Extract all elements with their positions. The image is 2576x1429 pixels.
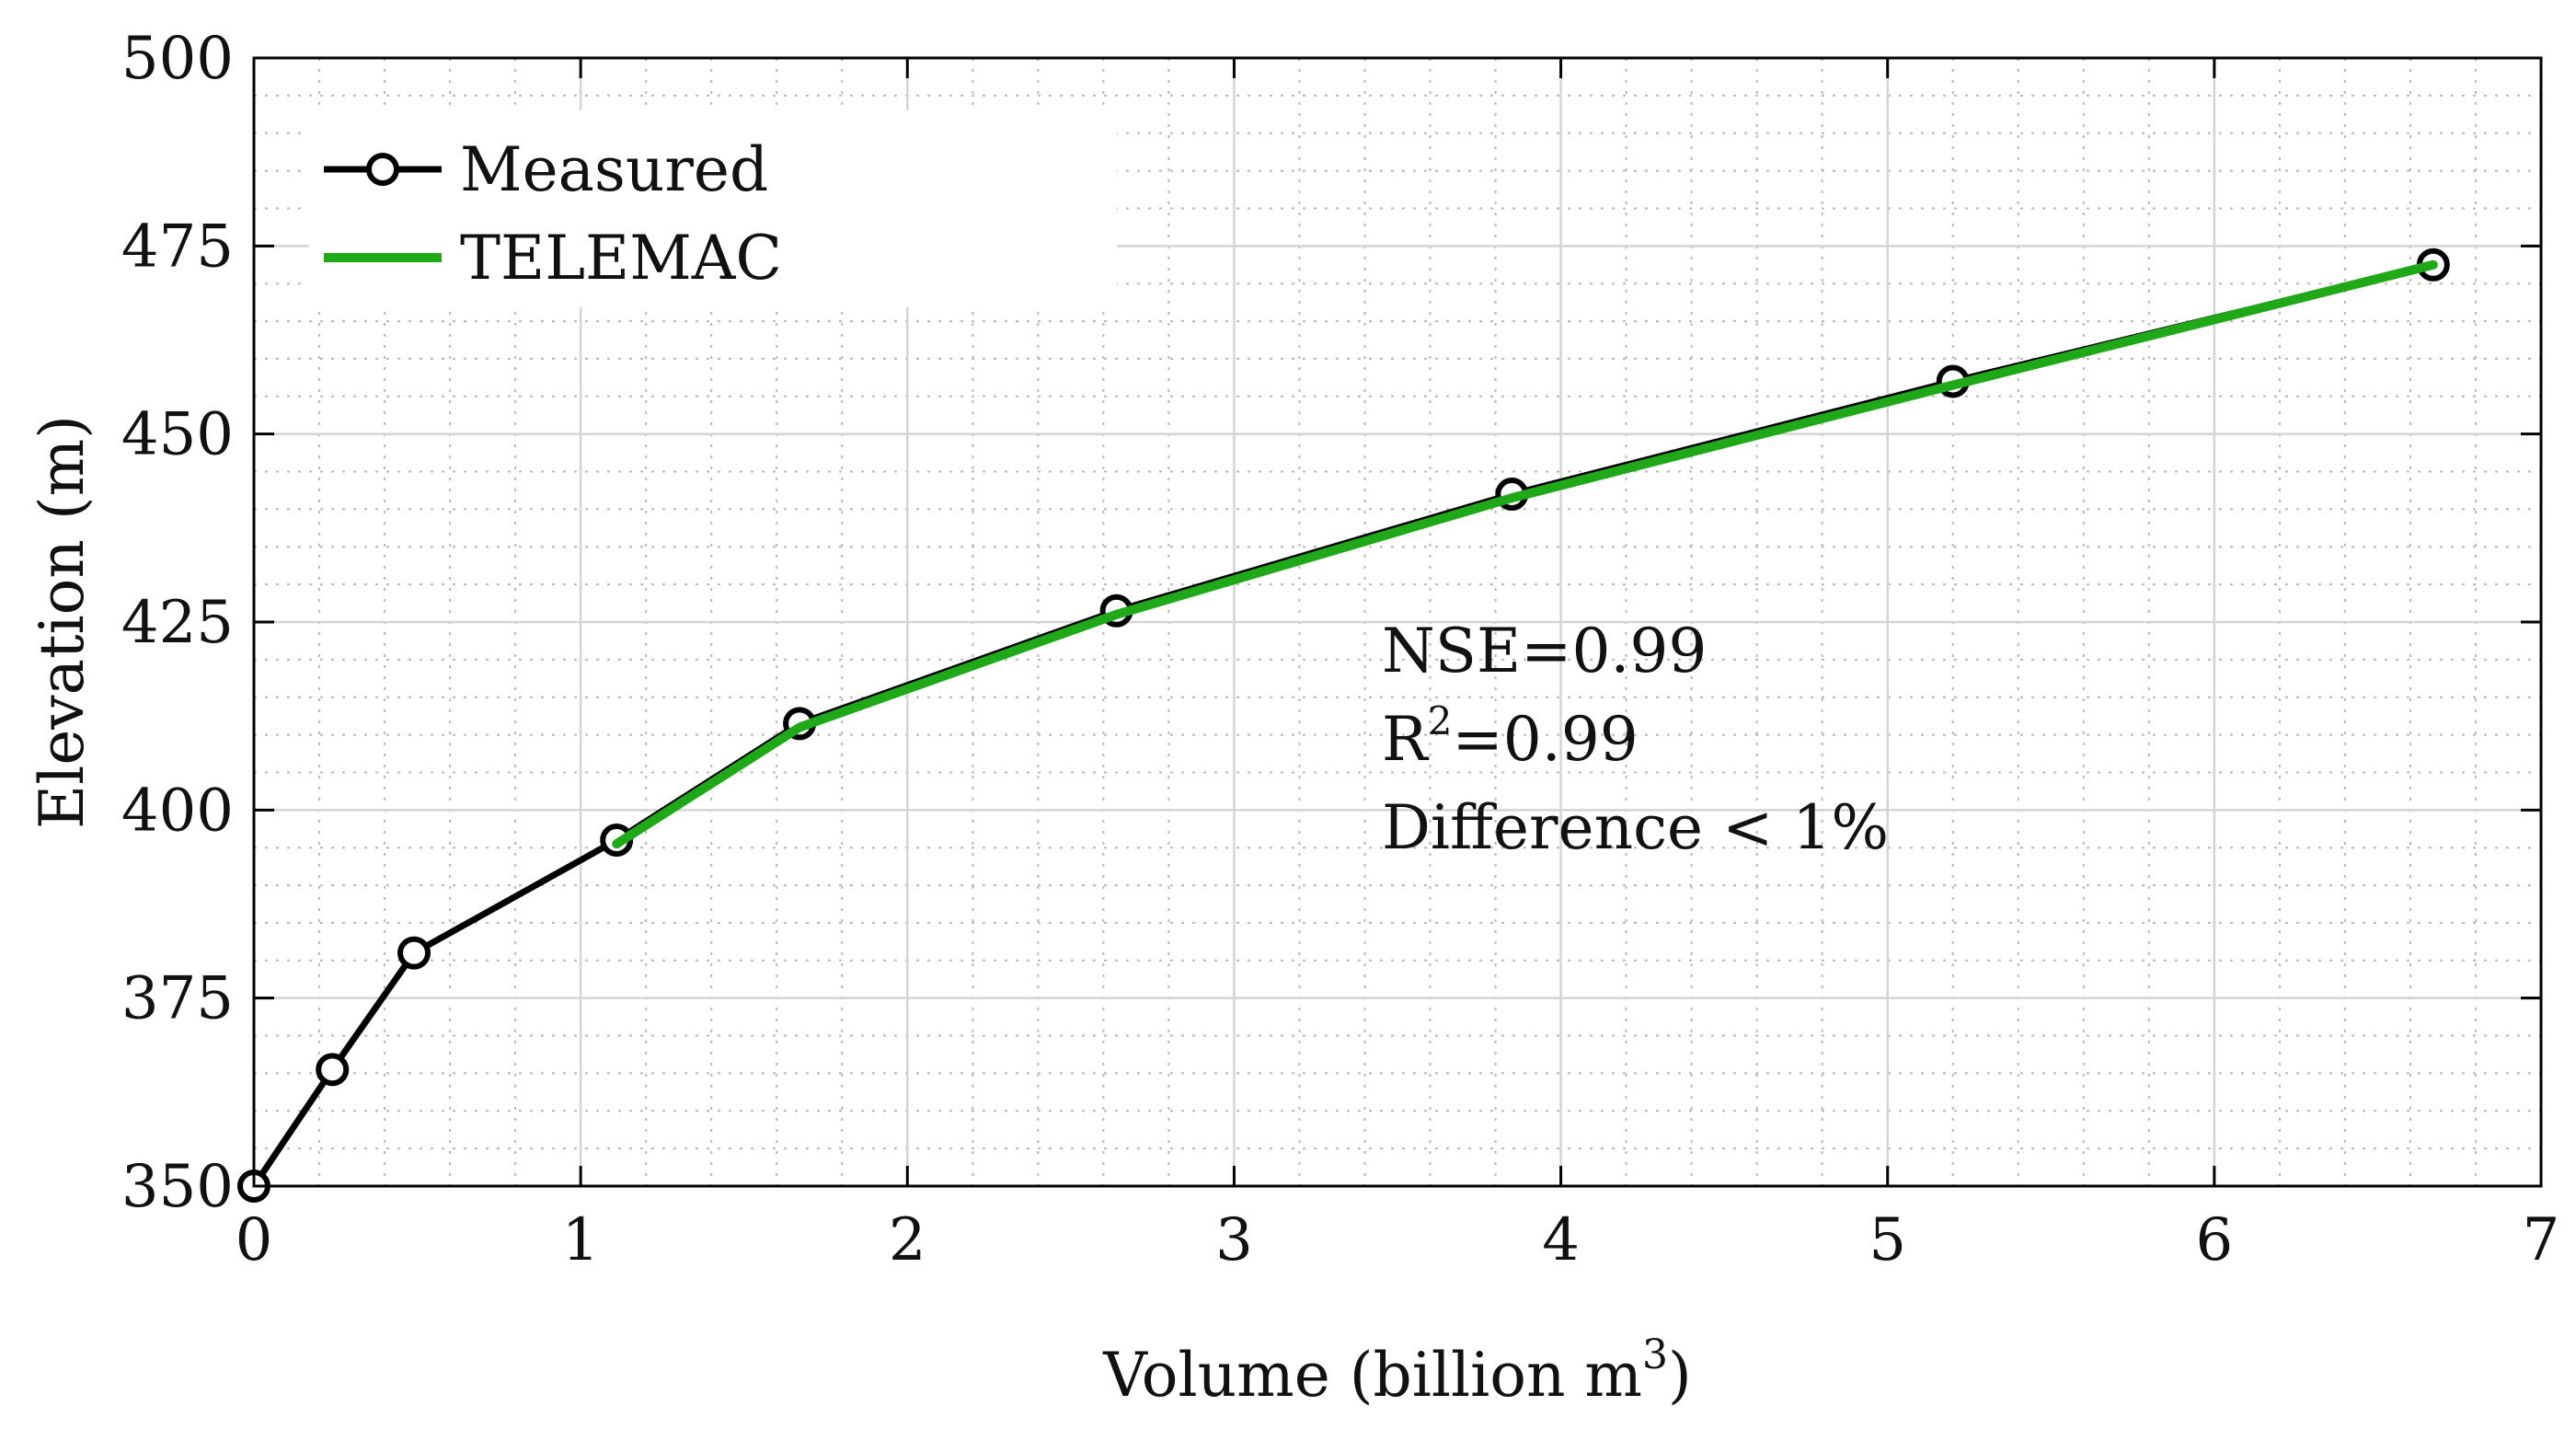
- x-tick-labels: 0 1 2 3 4 5 6 7: [236, 1206, 2560, 1274]
- legend-label-measured: Measured: [460, 134, 768, 205]
- x-tick-label: 1: [562, 1206, 600, 1274]
- legend-box: [309, 110, 1117, 307]
- annotation-difference: Difference < 1%: [1382, 792, 1889, 863]
- x-axis-title-end: ): [1668, 1340, 1692, 1411]
- x-tick-label: 7: [2523, 1206, 2560, 1274]
- x-tick-label: 4: [1542, 1206, 1580, 1274]
- y-tick-label: 500: [121, 25, 234, 93]
- x-tick-label: 6: [2195, 1206, 2233, 1274]
- series-line-telemac: [612, 259, 2438, 849]
- data-point-measured: [316, 1053, 350, 1087]
- axis-ticks: [252, 56, 2543, 1188]
- annotation-r2: R2=0.99: [1382, 698, 1639, 775]
- annotation-r2-base: R: [1382, 704, 1430, 775]
- annotation-r2-sup: 2: [1428, 698, 1453, 743]
- legend: Measured TELEMAC: [309, 110, 1117, 307]
- y-tick-label: 375: [121, 965, 234, 1033]
- y-tick-label: 450: [121, 401, 234, 469]
- x-axis-title-text: Volume (billion m: [1102, 1340, 1642, 1411]
- x-axis-title: Volume (billion m3): [1102, 1331, 1692, 1411]
- annotation: NSE=0.99 R2=0.99 Difference < 1%: [1382, 616, 1889, 863]
- legend-measured-marker: [366, 153, 399, 186]
- x-tick-label: 3: [1215, 1206, 1253, 1274]
- y-tick-labels: 350 375 400 425 450 475 500: [121, 25, 234, 1221]
- data-point-measured: [397, 936, 431, 970]
- y-tick-label: 475: [121, 213, 234, 281]
- legend-label-telemac: TELEMAC: [460, 223, 782, 294]
- series-layer: [237, 248, 2450, 1203]
- y-tick-label: 350: [121, 1153, 234, 1221]
- y-tick-label: 400: [121, 777, 234, 845]
- annotation-nse: NSE=0.99: [1382, 616, 1707, 686]
- x-axis-title-sup: 3: [1642, 1331, 1668, 1378]
- annotation-r2-value: =0.99: [1452, 704, 1638, 775]
- x-tick-label: 0: [236, 1206, 273, 1274]
- y-tick-label: 425: [121, 589, 234, 657]
- x-tick-label: 5: [1869, 1206, 1906, 1274]
- x-tick-label: 2: [889, 1206, 926, 1274]
- y-axis-title: Elevation (m): [27, 415, 98, 829]
